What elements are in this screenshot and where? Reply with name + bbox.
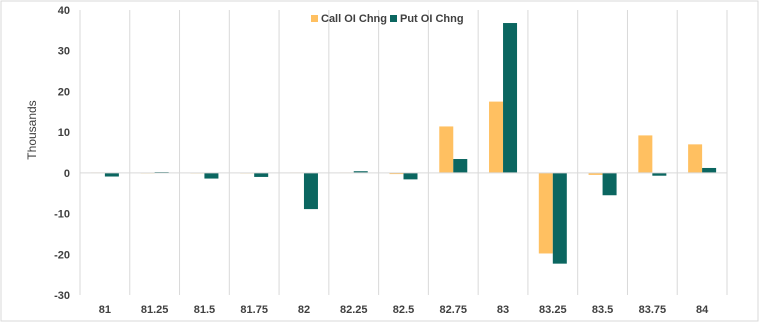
x-tick-label: 83.5 (592, 304, 613, 316)
x-tick-label: 81 (99, 304, 111, 316)
y-tick-label: 20 (58, 86, 70, 98)
x-tick-label: 81.5 (194, 304, 215, 316)
x-tick-label: 83.25 (539, 304, 567, 316)
call-oi-bar-83 (489, 101, 504, 173)
y-tick-label: -30 (54, 290, 70, 302)
call-oi-bar-83-75 (638, 135, 653, 173)
y-tick-label: -20 (54, 249, 70, 261)
y-tick-label: 30 (58, 46, 70, 58)
put-oi-bar-82-75 (453, 159, 468, 173)
x-tick-label: 82.25 (340, 304, 368, 316)
call-oi-bar-83-25 (538, 172, 553, 254)
x-tick-label: 81.25 (141, 304, 169, 316)
call-oi-bar-84 (688, 144, 703, 173)
x-tick-label: 84 (696, 304, 709, 316)
legend-swatch (390, 15, 397, 22)
y-axis-ticks: 40 30 20 10 0 -10 -20 -30 (54, 5, 70, 302)
legend-swatch (311, 15, 318, 22)
y-tick-label: -10 (54, 209, 70, 221)
x-tick-label: 82.5 (393, 304, 414, 316)
x-tick-label: 82.75 (440, 304, 468, 316)
legend-label: Put OI Chng (400, 13, 464, 25)
x-tick-label: 83 (497, 304, 509, 316)
y-tick-label: 40 (58, 5, 70, 17)
put-oi-bar-81-75 (254, 172, 269, 177)
put-oi-bar-82 (303, 172, 318, 210)
put-oi-bar-82-5 (403, 172, 418, 180)
legend: Call OI Chng Put OI Chng (311, 13, 464, 25)
put-oi-bar-81 (104, 172, 119, 177)
y-axis-label: Thousands (25, 100, 39, 159)
call-oi-bar-82-75 (439, 126, 454, 173)
y-tick-label: 10 (58, 127, 70, 139)
bars (90, 23, 717, 264)
put-oi-bar-83-75 (652, 172, 667, 176)
put-oi-bar-83 (503, 23, 518, 173)
gridlines (79, 10, 728, 295)
call-oi-bar-82-5 (389, 172, 404, 175)
x-tick-label: 82 (298, 304, 310, 316)
x-tick-label: 83.75 (639, 304, 667, 316)
call-oi-bar-83-5 (588, 172, 603, 175)
put-oi-bar-82-25 (353, 171, 368, 173)
y-tick-label: 0 (64, 168, 70, 180)
put-oi-bar-83-5 (602, 172, 617, 196)
legend-label: Call OI Chng (321, 13, 387, 25)
x-tick-label: 81.75 (240, 304, 268, 316)
put-oi-bar-83-25 (552, 172, 567, 264)
x-axis-ticks: 81 81.25 81.5 81.75 82 82.25 82.5 82.75 83 83.25 8… (99, 304, 709, 316)
put-oi-bar-84 (702, 167, 717, 173)
put-oi-bar-81-5 (204, 172, 219, 179)
